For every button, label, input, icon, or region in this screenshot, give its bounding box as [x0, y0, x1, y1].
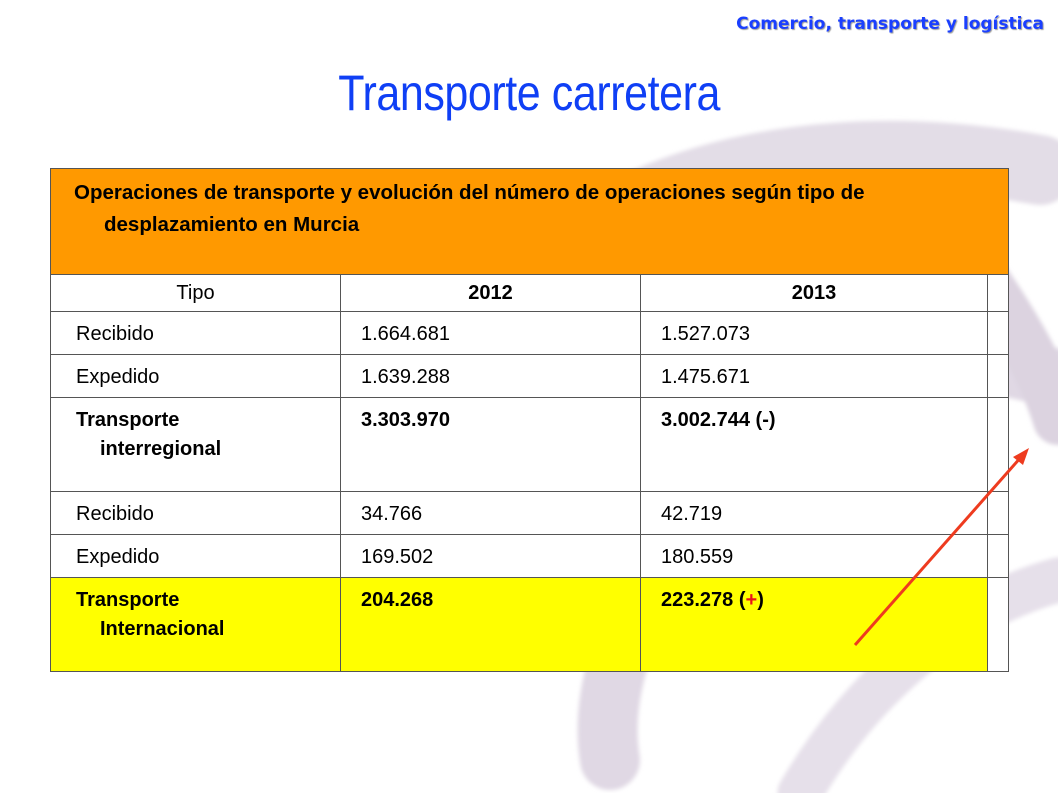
transport-operations-table: Operaciones de transporte y evolución de…: [49, 168, 1010, 672]
row-label-line1: Transporte: [76, 589, 180, 611]
empty-column-cell: [986, 577, 1010, 672]
value-2012: 1.639.288: [340, 354, 641, 398]
row-label-line2: interregional: [100, 438, 222, 460]
row-label: Transporte interregional: [50, 397, 341, 492]
table-row: Recibido 34.766 42.719: [50, 491, 1010, 535]
value-2012: 169.502: [340, 534, 641, 578]
value-2013: 3.002.744 (-): [640, 397, 988, 492]
value-2013: 42.719: [640, 491, 988, 535]
table-row-subtotal-internacional: Transporte Internacional 204.268 223.278…: [50, 577, 1010, 672]
value-2013-open-paren: (: [733, 589, 746, 611]
empty-column-cell: [986, 354, 1010, 398]
table-row: Recibido 1.664.681 1.527.073: [50, 311, 1010, 355]
row-label: Expedido: [50, 354, 341, 398]
table-row-subtotal-interregional: Transporte interregional 3.303.970 3.002…: [50, 397, 1010, 492]
value-2013: 1.527.073: [640, 311, 988, 355]
empty-column-cell: [986, 491, 1010, 535]
empty-column-cell: [986, 534, 1010, 578]
table-caption-row: Operaciones de transporte y evolución de…: [49, 168, 1010, 275]
section-header-label: Comercio, transporte y logística: [736, 14, 1044, 34]
value-2013: 223.278 (+): [640, 577, 988, 672]
empty-column-cell: [986, 274, 1010, 312]
header-2013: 2013: [640, 274, 988, 312]
row-label: Transporte Internacional: [50, 577, 341, 672]
table-caption: Operaciones de transporte y evolución de…: [49, 168, 1010, 275]
value-2013: 180.559: [640, 534, 988, 578]
row-label: Recibido: [50, 491, 341, 535]
row-label: Recibido: [50, 311, 341, 355]
value-2013: 1.475.671: [640, 354, 988, 398]
value-2012: 1.664.681: [340, 311, 641, 355]
table-row: Expedido 169.502 180.559: [50, 534, 1010, 578]
table-header-row: Tipo 2012 2013: [50, 274, 1010, 312]
header-tipo: Tipo: [50, 274, 341, 312]
value-2012: 204.268: [340, 577, 641, 672]
row-label-line1: Transporte: [76, 409, 180, 431]
table-caption-text: Operaciones de transporte y evolución de…: [74, 181, 865, 236]
value-2012: 3.303.970: [340, 397, 641, 492]
value-2013-number: 223.278: [661, 589, 734, 611]
header-2012: 2012: [340, 274, 641, 312]
row-label-line2: Internacional: [100, 618, 225, 640]
value-2012: 34.766: [340, 491, 641, 535]
value-2013-close-paren: ): [757, 589, 764, 611]
table-row: Expedido 1.639.288 1.475.671: [50, 354, 1010, 398]
slide-title: Transporte carretera: [338, 65, 721, 121]
increase-sign: +: [745, 589, 758, 611]
empty-column-cell: [986, 397, 1010, 492]
row-label: Expedido: [50, 534, 341, 578]
empty-column-cell: [986, 311, 1010, 355]
